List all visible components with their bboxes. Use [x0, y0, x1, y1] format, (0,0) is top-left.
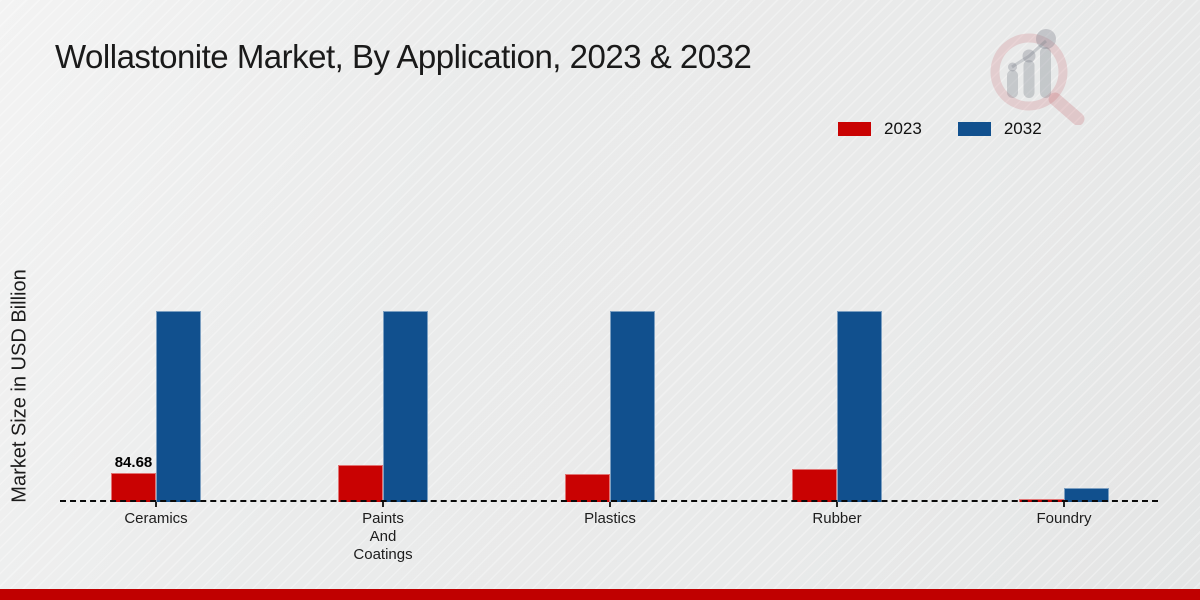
bar-2023-paints-and-coatings	[338, 465, 383, 502]
bar-2032-rubber	[837, 311, 882, 502]
x-axis-tick	[609, 502, 611, 507]
x-axis-category-label: Plastics	[584, 510, 636, 527]
legend-item-2032: 2032	[957, 119, 1042, 139]
legend-label-2023: 2023	[884, 119, 922, 138]
bar-2032-paints-and-coatings	[383, 311, 428, 502]
legend-swatch-2023-icon	[838, 122, 871, 136]
bar-2032-plastics	[610, 311, 655, 502]
magnifier-bar-chart-logo-icon	[990, 29, 1085, 125]
footer-accent-bar	[0, 589, 1200, 600]
legend-swatch-2032-icon	[957, 122, 991, 136]
legend: 2023 2032	[838, 119, 1042, 139]
bar-value-label: 84.68	[114, 454, 153, 471]
legend-label-2032: 2032	[1003, 119, 1042, 138]
x-axis-tick	[382, 502, 384, 507]
zero-baseline	[60, 500, 1158, 502]
x-axis-tick	[1063, 502, 1065, 507]
chart-title: Wollastonite Market, By Application, 202…	[55, 38, 752, 75]
x-axis-tick	[155, 502, 157, 507]
x-axis-category-label: Paints And Coatings	[353, 510, 413, 563]
bar-2023-rubber	[792, 469, 837, 502]
bar-2032-ceramics	[156, 311, 201, 502]
bar-2023-ceramics	[111, 473, 156, 502]
bar-2032-foundry	[1064, 487, 1109, 502]
x-axis-category-label: Foundry	[1036, 510, 1092, 527]
legend-item-2023: 2023	[838, 119, 922, 139]
bar-2023-plastics	[565, 473, 610, 502]
x-axis-category-label: Ceramics	[124, 510, 188, 527]
x-axis-category-label: Rubber	[812, 510, 862, 527]
x-axis-tick	[836, 502, 838, 507]
